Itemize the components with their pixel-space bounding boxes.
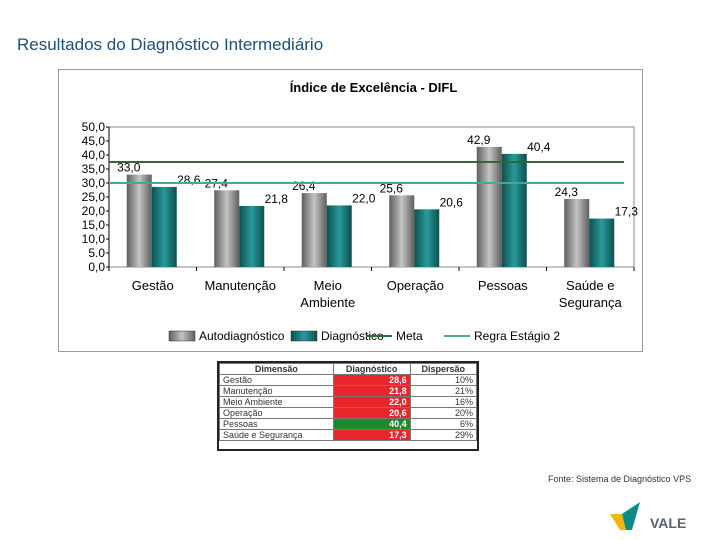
x-tick-label: Meio <box>314 278 342 293</box>
y-tick-label: 35,0 <box>82 162 106 176</box>
bar-value-label: 22,0 <box>352 191 376 205</box>
table-header-row: Dimensão Diagnóstico Dispersão <box>219 363 478 375</box>
table-cell-diagnostico: 40,4 <box>332 418 411 430</box>
table-cell-dispersao: 20% <box>409 407 478 419</box>
bar-value-label: 17,3 <box>615 205 639 219</box>
bar-value-label: 33,0 <box>117 161 141 175</box>
table-cell-dispersao: 10% <box>409 374 478 386</box>
x-tick-label: Segurança <box>559 295 623 310</box>
slide-title: Resultados do Diagnóstico Intermediário <box>17 35 324 54</box>
table-row: Operação 20,6 20% <box>219 407 478 419</box>
table-cell-diagnostico: 21,8 <box>332 385 411 397</box>
header-diagnostico: Diagnóstico <box>332 363 411 375</box>
legend-swatch <box>290 330 318 342</box>
source-note: Fonte: Sistema de Diagnóstico VPS <box>548 474 692 484</box>
table-cell-diagnostico: 28,6 <box>332 374 411 386</box>
table-row: Gestão 28,6 10% <box>219 374 478 386</box>
x-tick-label: Saúde e <box>566 278 614 293</box>
bar-value-label: 28,6 <box>177 173 201 187</box>
bar-diagnostico <box>326 205 352 267</box>
table-cell-diagnostico: 17,3 <box>332 429 411 441</box>
bar-autodiagnostico <box>126 174 152 267</box>
x-tick-label: Operação <box>387 278 444 293</box>
bar-autodiagnostico <box>476 146 502 267</box>
table-cell-dispersao: 16% <box>409 396 478 408</box>
table-cell-diagnostico: 22,0 <box>332 396 411 408</box>
legend-label: Meta <box>396 329 423 343</box>
table-cell-dimension: Pessoas <box>219 418 334 430</box>
table-row: Manutenção 21,8 21% <box>219 385 478 397</box>
legend-label: Diagnóstico <box>321 329 384 343</box>
y-tick-label: 5.0 <box>88 246 105 260</box>
table-cell-dimension: Manutenção <box>219 385 334 397</box>
table-row: Meio Ambiente 22,0 16% <box>219 396 478 408</box>
bar-value-label: 40,4 <box>527 140 551 154</box>
table-row: Saúde e Segurança 17,3 29% <box>219 429 478 441</box>
header-dimension: Dimensão <box>219 363 334 375</box>
table-row: Pessoas 40,4 6% <box>219 418 478 430</box>
y-tick-label: 10,0 <box>82 232 106 246</box>
x-tick-label: Pessoas <box>478 278 528 293</box>
y-tick-label: 45,0 <box>82 134 106 148</box>
bar-diagnostico <box>501 153 527 267</box>
x-tick-label: Gestão <box>132 278 174 293</box>
bar-value-label: 25,6 <box>380 181 404 195</box>
y-tick-label: 20,0 <box>82 204 106 218</box>
summary-table: Dimensão Diagnóstico Dispersão Gestão 28,… <box>219 363 478 441</box>
y-tick-label: 50,0 <box>82 120 106 134</box>
bar-value-label: 20,6 <box>440 195 464 209</box>
bar-value-label: 26,4 <box>292 179 316 193</box>
logo-teal-shape <box>622 502 640 530</box>
y-tick-label: 40,0 <box>82 148 106 162</box>
table-cell-dispersao: 29% <box>409 429 478 441</box>
table-cell-dimension: Meio Ambiente <box>219 396 334 408</box>
bar-autodiagnostico <box>214 190 240 267</box>
legend-swatch <box>168 330 196 342</box>
table-cell-diagnostico: 20,6 <box>332 407 411 419</box>
bar-value-label: 42,9 <box>467 133 491 147</box>
table-cell-dispersao: 6% <box>409 418 478 430</box>
table-cell-dimension: Gestão <box>219 374 334 386</box>
logo-text: VALE <box>650 515 686 531</box>
table-cell-dispersao: 21% <box>409 385 478 397</box>
x-tick-label: Manutenção <box>204 278 276 293</box>
y-tick-label: 25,0 <box>82 190 106 204</box>
summary-table-frame: Dimensão Diagnóstico Dispersão Gestão 28,… <box>217 361 479 451</box>
x-tick-label: Ambiente <box>300 295 355 310</box>
bar-autodiagnostico <box>301 193 327 267</box>
table-cell-dimension: Saúde e Segurança <box>219 429 334 441</box>
bar-chart: Índice de Excelência - DIFL50,045,040,03… <box>82 80 639 343</box>
bar-diagnostico <box>414 209 440 267</box>
vale-logo: VALE <box>610 502 686 531</box>
bar-value-label: 21,8 <box>265 192 289 206</box>
bar-diagnostico <box>239 205 265 267</box>
chart-title: Índice de Excelência - DIFL <box>290 80 458 95</box>
table-cell-dimension: Operação <box>219 407 334 419</box>
bar-diagnostico <box>589 218 615 267</box>
bar-value-label: 24,3 <box>555 185 579 199</box>
bar-autodiagnostico <box>389 195 415 267</box>
legend-label: Regra Estágio 2 <box>474 329 560 343</box>
bar-autodiagnostico <box>564 198 590 267</box>
y-tick-label: 0,0 <box>88 260 105 274</box>
bar-diagnostico <box>151 186 177 267</box>
y-tick-label: 30,0 <box>82 176 106 190</box>
chart-frame: Índice de Excelência - DIFL 50,0 45,0 40,0 3… <box>58 69 643 352</box>
legend-label: Autodiagnóstico <box>199 329 285 343</box>
y-tick-label: 15,0 <box>82 218 106 232</box>
header-dispersao: Dispersão <box>409 363 478 375</box>
